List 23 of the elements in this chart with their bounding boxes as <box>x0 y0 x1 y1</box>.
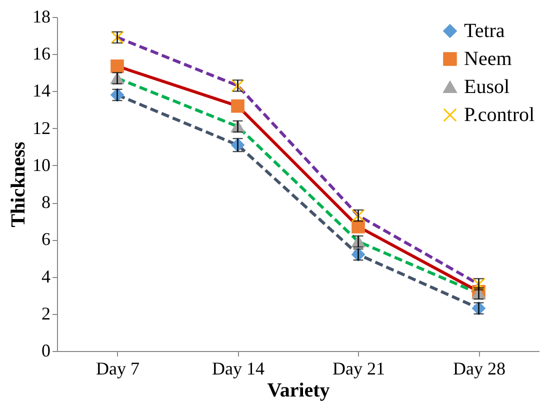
y-tick-label: 4 <box>42 266 50 286</box>
y-tick-label: 2 <box>42 303 50 324</box>
y-tick-label: 16 <box>32 44 50 64</box>
legend-label: Eusol <box>464 76 510 98</box>
legend-label: P.control <box>464 104 535 126</box>
y-tick-label: 18 <box>32 6 50 26</box>
x-tick-label: Day 14 <box>212 358 264 378</box>
y-tick-label: 14 <box>32 80 50 101</box>
point <box>352 220 365 234</box>
y-tick-label: 12 <box>32 118 50 138</box>
legend-label: Tetra <box>464 20 505 42</box>
x-tick-label: Day 7 <box>96 358 140 378</box>
y-tick-label: 0 <box>42 340 50 360</box>
legend-label: Neem <box>464 48 512 70</box>
x-tick-label: Day 21 <box>332 358 385 378</box>
y-axis-title: Thickness <box>8 141 30 228</box>
x-tick-label: Day 28 <box>453 358 506 378</box>
point <box>231 99 244 113</box>
y-tick-label: 8 <box>42 192 50 212</box>
y-tick-label: 10 <box>32 154 50 175</box>
point <box>110 60 124 73</box>
y-tick-label: 6 <box>42 229 50 250</box>
x-axis-title: Variety <box>267 380 330 402</box>
